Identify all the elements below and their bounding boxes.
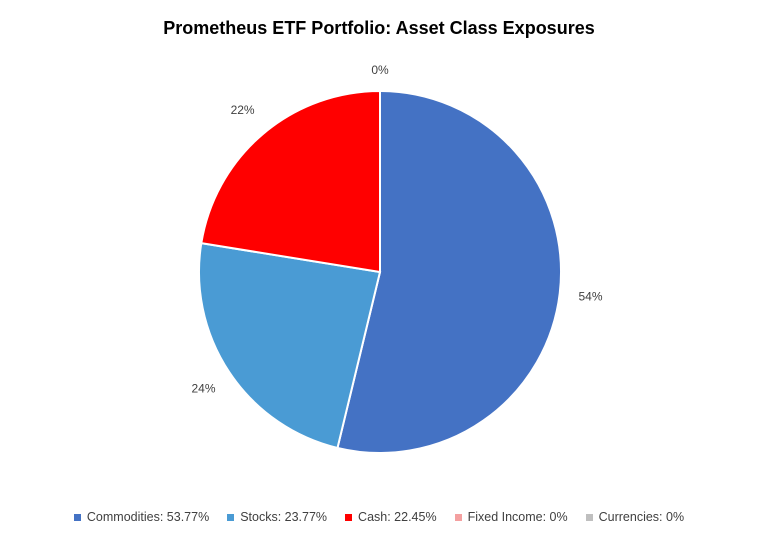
pie-data-labels: 54% 24% 22% 0% (191, 63, 602, 395)
legend-item-cash: Cash: 22.45% (345, 510, 437, 524)
legend-item-commodities: Commodities: 53.77% (73, 510, 210, 524)
pie-slice-cash (200, 89, 381, 274)
legend-label-stocks: Stocks: 23.77% (240, 510, 328, 524)
legend-label-commodities: Commodities: 53.77% (86, 510, 210, 524)
pie-slices (198, 89, 562, 454)
legend-swatch-stocks (227, 513, 235, 521)
legend-item-fixed-income: Fixed Income: 0% (454, 510, 568, 524)
chart-title: Prometheus ETF Portfolio: Asset Class Ex… (163, 18, 595, 38)
legend-item-stocks: Stocks: 23.77% (227, 510, 327, 524)
legend-swatch-commodities (73, 513, 81, 521)
legend-swatch-cash (345, 513, 353, 521)
chart-legend: Commodities: 53.77% Stocks: 23.77% Cash: 2… (0, 507, 758, 527)
legend-swatch-currencies (585, 513, 593, 521)
data-label-cash: 22% (231, 103, 255, 117)
data-label-stocks: 24% (191, 382, 215, 396)
legend-label-currencies: Currencies: 0% (598, 510, 685, 524)
legend-swatch-fixed-income (454, 513, 462, 521)
data-label-commodities: 54% (578, 289, 602, 303)
pie-slice-stocks (198, 242, 382, 450)
data-label-currencies: 0% (371, 63, 389, 77)
pie-slice-commodities (336, 89, 562, 454)
legend-item-currencies: Currencies: 0% (585, 510, 685, 524)
legend-label-cash: Cash: 22.45% (358, 510, 437, 524)
legend-label-fixed-income: Fixed Income: 0% (467, 510, 568, 524)
